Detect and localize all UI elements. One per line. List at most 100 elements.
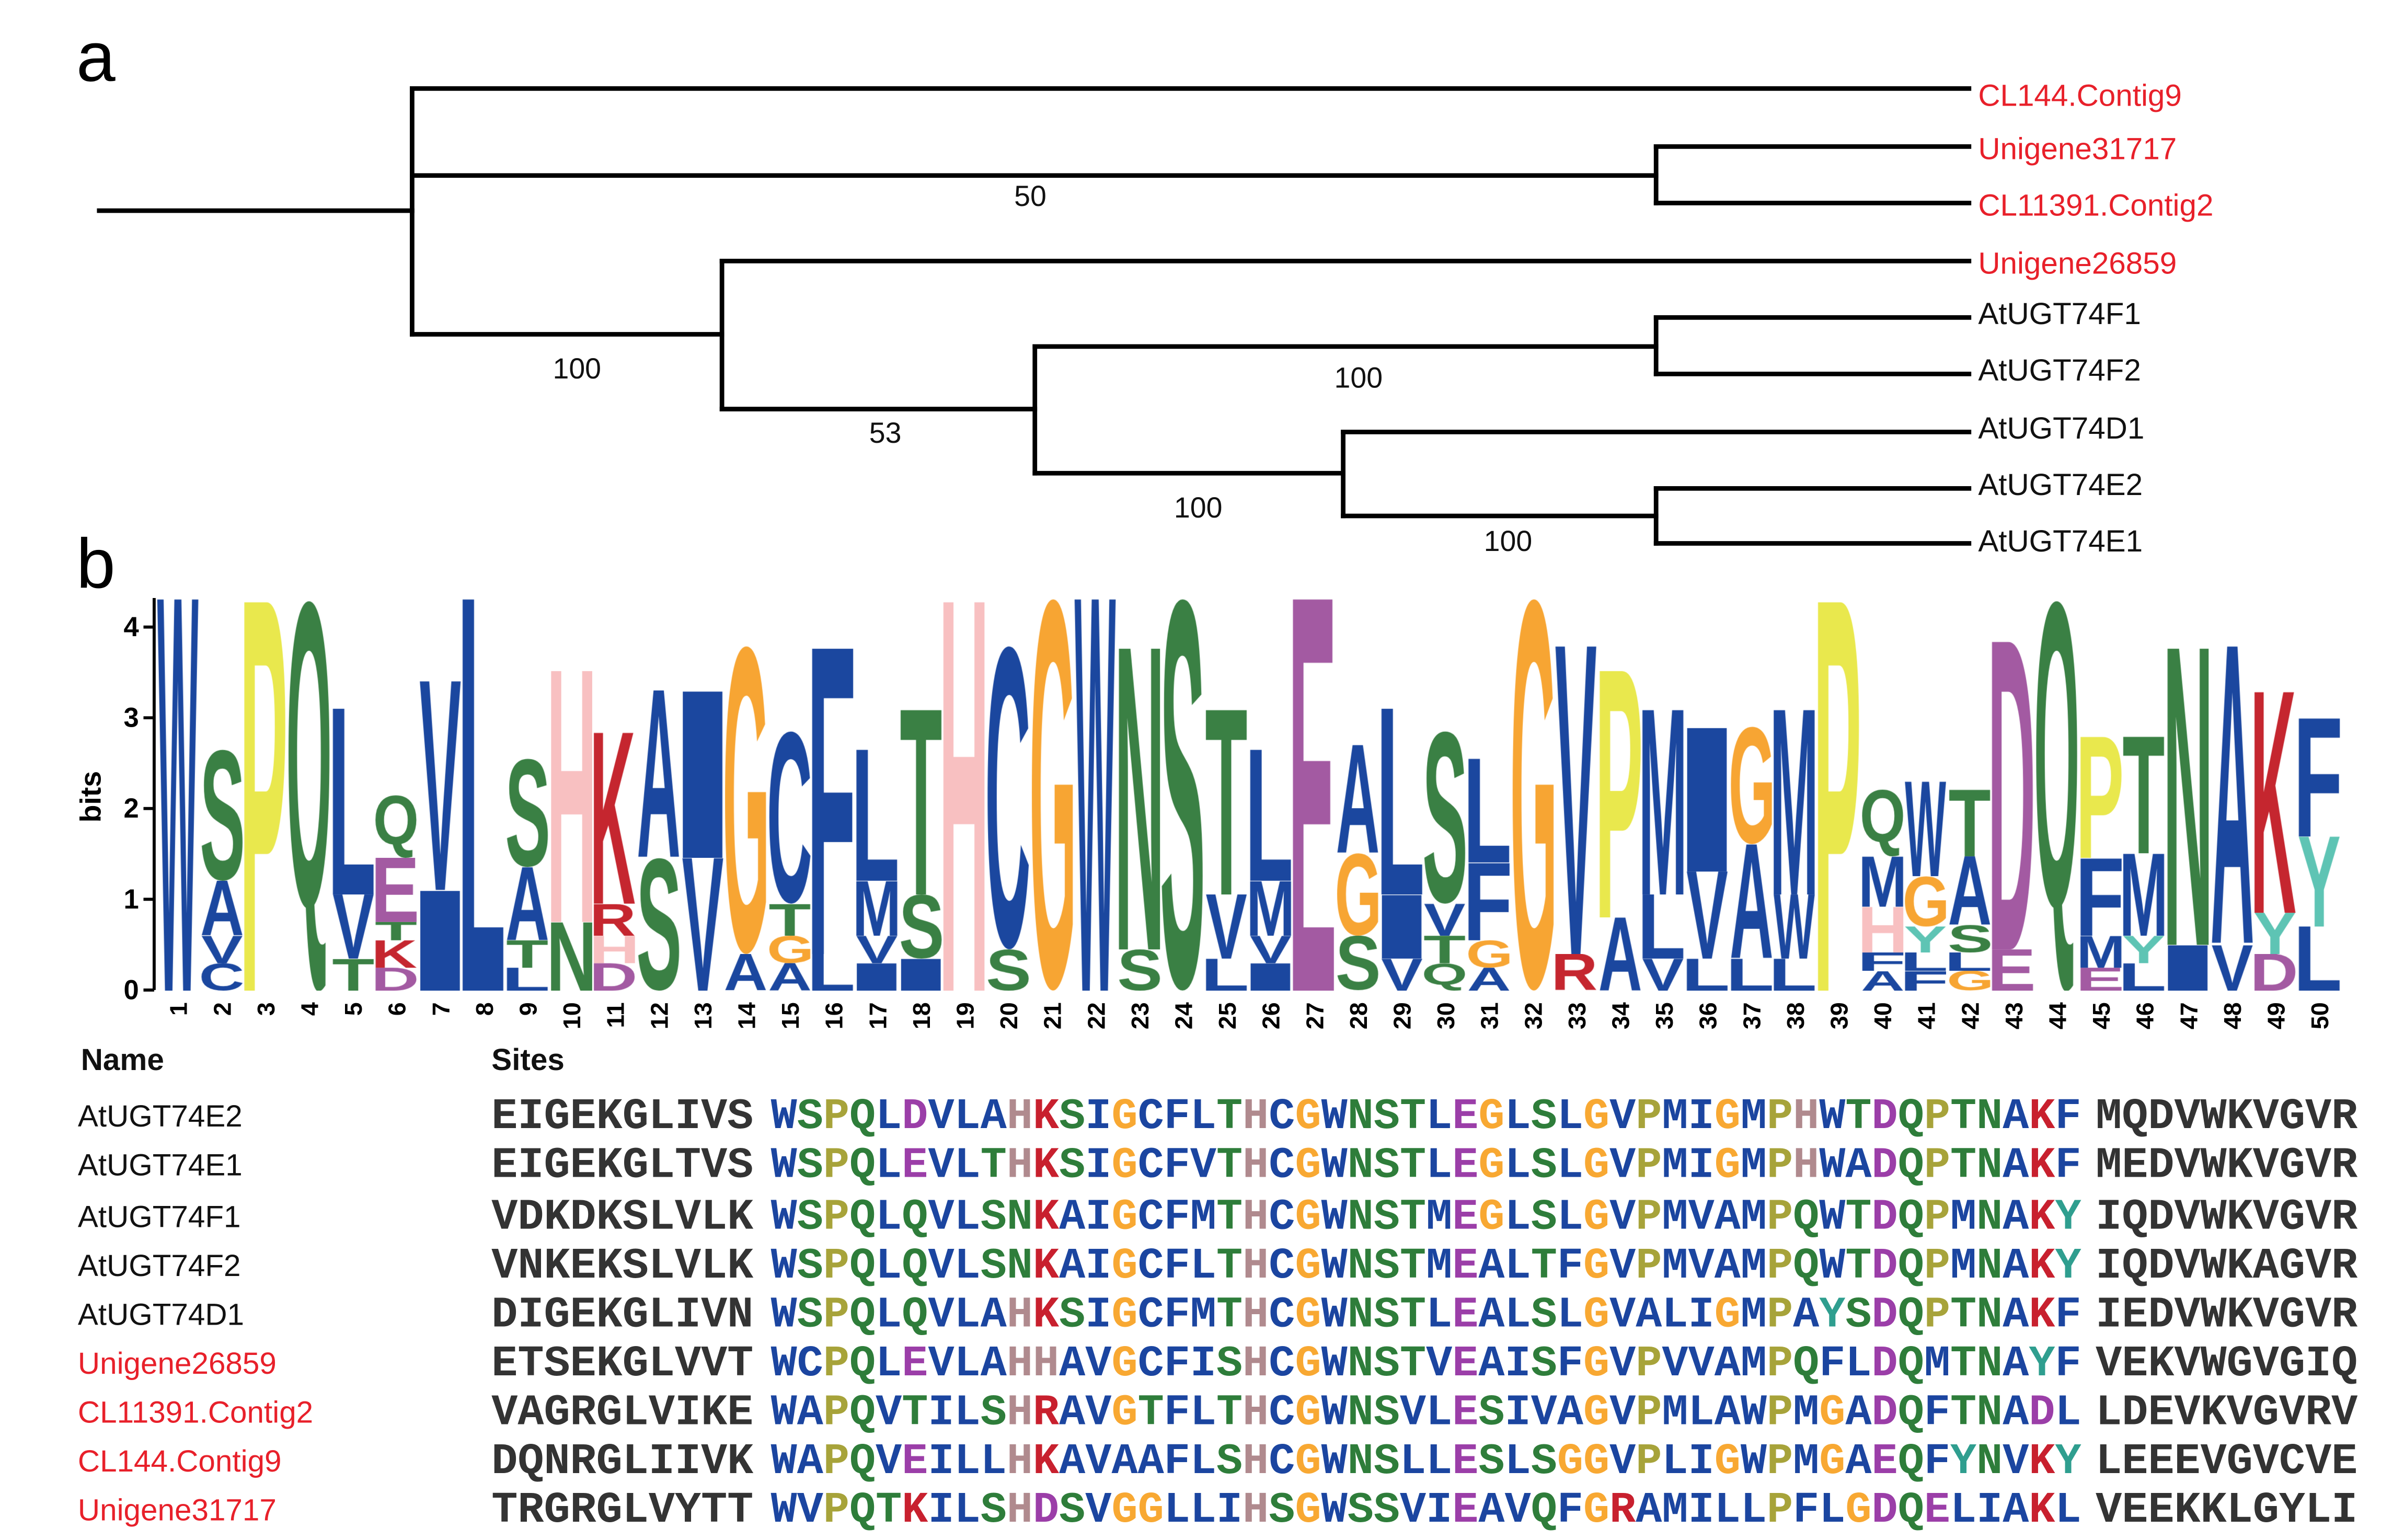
residue: W xyxy=(1321,1485,1348,1536)
residue: G xyxy=(1819,1436,1846,1487)
logo-letter-V xyxy=(1686,872,1728,959)
residue: V xyxy=(797,1485,823,1536)
residue: V xyxy=(1609,1436,1636,1487)
residue: W xyxy=(1819,1240,1846,1292)
residue: M xyxy=(1740,1192,1767,1243)
x-tick-label: 7 xyxy=(427,1002,454,1016)
x-tick-label: 26 xyxy=(1258,1002,1285,1029)
residue: Q xyxy=(1897,1290,1924,1340)
logo-letter-A xyxy=(638,691,680,859)
residue: P xyxy=(1924,1091,1950,1142)
residue: P xyxy=(823,1338,850,1389)
residue: W xyxy=(1740,1387,1767,1438)
x-tick-label: 13 xyxy=(689,1002,717,1029)
logo-letter-D xyxy=(1992,640,2034,949)
residue: A xyxy=(1636,1485,1662,1536)
residue: Q xyxy=(849,1091,876,1142)
residue: L xyxy=(954,1091,981,1142)
residue: A xyxy=(1137,1436,1164,1487)
logo-letter-P xyxy=(244,597,286,990)
residue: Q xyxy=(849,1387,876,1438)
logo-letter-E xyxy=(1992,949,2034,990)
residue: M xyxy=(1662,1485,1688,1536)
residue: G xyxy=(1478,1192,1505,1243)
logo-letter-W xyxy=(157,597,199,990)
logo-letter-I xyxy=(681,691,723,859)
residue: A xyxy=(1059,1240,1086,1292)
residue: W xyxy=(770,1091,797,1142)
residue: W xyxy=(770,1485,797,1536)
residue: V xyxy=(1609,1091,1636,1142)
residue: S xyxy=(1373,1091,1400,1142)
y-tick-label: 3 xyxy=(123,703,139,733)
residue: I xyxy=(1504,1338,1531,1389)
logo-letter-F xyxy=(2298,718,2340,836)
residue: L xyxy=(954,1290,981,1340)
residue: A xyxy=(980,1290,1007,1340)
logo-letter-Q xyxy=(2036,597,2078,990)
residue: P xyxy=(823,1240,850,1292)
x-tick-label: 40 xyxy=(1869,1002,1896,1029)
residue: F xyxy=(1793,1485,1820,1536)
leaf-label: Unigene31717 xyxy=(1978,132,2177,166)
residue: V xyxy=(1609,1387,1636,1438)
residue: S xyxy=(1373,1436,1400,1487)
logo-letter-R xyxy=(1555,953,1597,990)
residue: S xyxy=(1531,1091,1557,1142)
residue: L xyxy=(954,1436,981,1487)
logo-letter-G xyxy=(1337,854,1378,936)
residue: T xyxy=(1400,1240,1427,1292)
residue: M xyxy=(1190,1192,1217,1243)
residue: G xyxy=(1111,1387,1138,1438)
bootstrap-value: 50 xyxy=(1014,180,1046,212)
logo-letter-G xyxy=(1730,727,1772,845)
logo-letter-L xyxy=(812,953,854,990)
logo-letter-K xyxy=(594,731,636,904)
residue: I xyxy=(1976,1485,2003,1536)
residue: H xyxy=(1006,1290,1033,1340)
residue: Y xyxy=(2055,1436,2081,1487)
residue: G xyxy=(1295,1240,1321,1292)
residue: T xyxy=(1137,1387,1164,1438)
residue: G xyxy=(1583,1387,1610,1438)
flank-left: VAGRGLVIKE xyxy=(491,1387,754,1438)
residue: F xyxy=(1924,1387,1950,1438)
x-tick-label: 39 xyxy=(1825,1002,1853,1029)
core-sites: WVPQTKILSHDSVGGLLIHSGWSSVIEAVQFGRAMILLPF… xyxy=(771,1488,2081,1534)
residue: H xyxy=(1006,1436,1033,1487)
residue: D xyxy=(1871,1485,1898,1536)
residue: V xyxy=(1085,1387,1112,1438)
residue: K xyxy=(2029,1140,2055,1191)
residue: A xyxy=(980,1338,1007,1389)
residue: H xyxy=(1243,1387,1269,1438)
residue: N xyxy=(1976,1240,2003,1292)
alignment-name-header: Name xyxy=(80,1044,164,1078)
logo-letter-E xyxy=(375,858,417,922)
logo-letter-N xyxy=(550,922,592,990)
residue: K xyxy=(2029,1091,2055,1142)
logo-letter-N xyxy=(1118,645,1160,949)
core-sites: WSPQLQVLSNKAIGCFMTHCGWNSTMEGLSLGVPMVAMPQ… xyxy=(771,1192,2081,1243)
residue: P xyxy=(1766,1338,1793,1389)
residue: L xyxy=(2055,1485,2081,1536)
alignment-row: AtUGT74E1 EIGEKGLTVS WSPQLEVLTHKSIGCFVTHCG… xyxy=(0,1143,2381,1189)
residue: K xyxy=(902,1485,928,1536)
residue: P xyxy=(1636,1436,1662,1487)
logo-letter-A xyxy=(1730,845,1772,959)
y-tick-label: 2 xyxy=(123,793,139,824)
residue: S xyxy=(797,1290,823,1340)
logo-letter-H xyxy=(944,597,985,990)
residue: R xyxy=(1609,1485,1636,1536)
residue: P xyxy=(1636,1140,1662,1191)
residue: S xyxy=(797,1091,823,1142)
logo-letter-G xyxy=(769,935,810,963)
residue: H xyxy=(1006,1387,1033,1438)
bootstrap-value: 53 xyxy=(869,417,902,449)
residue: E xyxy=(1452,1387,1479,1438)
residue: H xyxy=(1006,1338,1033,1389)
residue: P xyxy=(1766,1485,1793,1536)
flank-right: IQDVWKVGVR xyxy=(2096,1192,2358,1243)
flank-left: TRGRGLVYTT xyxy=(491,1485,754,1536)
residue: G xyxy=(1111,1338,1138,1389)
